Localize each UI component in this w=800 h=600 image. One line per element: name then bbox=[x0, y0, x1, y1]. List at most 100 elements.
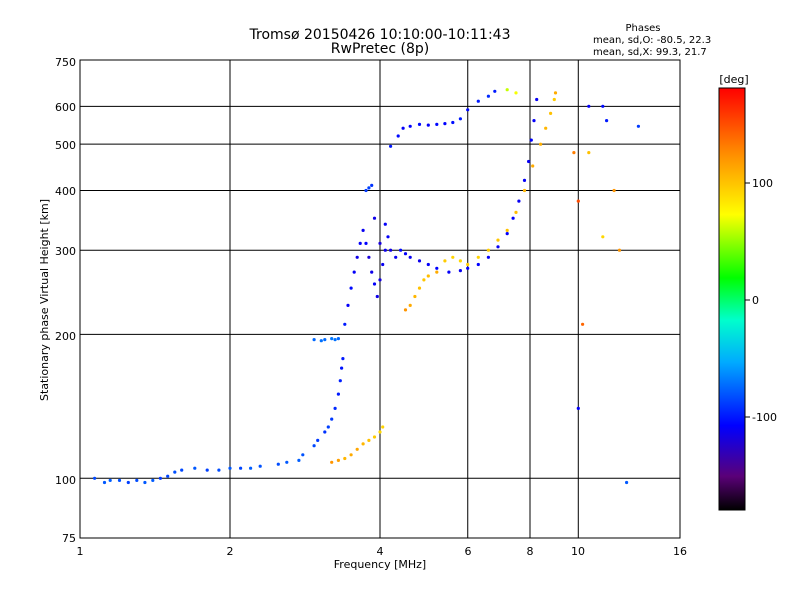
data-point bbox=[364, 241, 368, 245]
data-point bbox=[435, 270, 439, 274]
data-point bbox=[496, 238, 500, 242]
x-axis-label: Frequency [MHz] bbox=[334, 558, 426, 571]
data-point bbox=[319, 339, 323, 343]
data-point bbox=[399, 248, 403, 252]
data-point bbox=[349, 453, 353, 457]
data-point bbox=[333, 338, 337, 342]
data-point bbox=[297, 458, 301, 462]
data-point bbox=[443, 122, 447, 126]
data-point bbox=[517, 199, 521, 203]
data-point bbox=[375, 294, 379, 299]
data-point bbox=[135, 478, 139, 482]
data-point bbox=[108, 478, 112, 482]
data-point bbox=[249, 466, 253, 470]
data-point bbox=[408, 303, 412, 307]
data-point bbox=[532, 119, 536, 123]
data-point bbox=[205, 468, 209, 472]
data-point bbox=[367, 255, 371, 259]
data-point bbox=[403, 252, 408, 256]
data-point bbox=[447, 270, 451, 274]
data-point bbox=[576, 199, 580, 203]
data-point bbox=[417, 259, 422, 263]
data-point bbox=[466, 262, 470, 267]
data-point bbox=[394, 255, 398, 259]
data-point bbox=[117, 478, 122, 482]
data-point bbox=[301, 453, 305, 457]
data-point bbox=[217, 468, 221, 472]
data-point bbox=[370, 183, 374, 187]
data-point bbox=[605, 119, 609, 123]
data-point bbox=[417, 122, 422, 126]
data-point bbox=[151, 478, 155, 482]
data-point bbox=[625, 480, 629, 485]
data-point bbox=[383, 222, 387, 226]
data-point bbox=[258, 464, 262, 468]
stats-o-line: mean, sd,O: -80.5, 22.3 bbox=[593, 35, 711, 46]
data-point bbox=[389, 144, 393, 148]
data-point bbox=[276, 462, 280, 466]
data-point bbox=[496, 245, 500, 249]
data-point bbox=[514, 210, 518, 214]
data-point bbox=[403, 308, 408, 312]
chart-subtitle: RwPretec (8p) bbox=[331, 41, 429, 57]
data-point bbox=[372, 435, 377, 439]
data-point bbox=[617, 248, 622, 252]
data-point bbox=[396, 134, 400, 138]
data-point bbox=[316, 438, 320, 442]
stats-heading: Phases bbox=[625, 23, 660, 34]
data-point bbox=[535, 97, 539, 102]
data-point bbox=[364, 188, 368, 193]
data-point bbox=[458, 259, 462, 263]
data-point bbox=[389, 248, 393, 252]
data-point bbox=[612, 188, 616, 193]
data-point bbox=[486, 248, 490, 252]
data-point bbox=[529, 138, 533, 142]
data-point bbox=[326, 425, 330, 429]
data-point bbox=[102, 480, 107, 485]
data-point bbox=[349, 286, 353, 290]
data-point bbox=[93, 476, 97, 480]
data-point bbox=[333, 406, 337, 410]
data-point bbox=[514, 91, 518, 95]
data-point bbox=[361, 228, 365, 232]
data-point bbox=[539, 142, 543, 146]
x-tick-label: 1 bbox=[77, 545, 84, 558]
stats-x-line: mean, sd,X: 99.3, 21.7 bbox=[593, 47, 707, 58]
data-point bbox=[361, 442, 365, 446]
data-point bbox=[601, 235, 605, 239]
data-point bbox=[166, 474, 170, 478]
x-tick-label: 2 bbox=[227, 545, 234, 558]
data-point bbox=[336, 337, 340, 341]
data-point bbox=[544, 126, 548, 130]
data-point bbox=[426, 274, 430, 278]
y-tick-label: 500 bbox=[55, 139, 76, 152]
data-point bbox=[451, 120, 455, 125]
data-point bbox=[228, 466, 232, 470]
data-point bbox=[522, 178, 527, 182]
data-point bbox=[587, 104, 591, 108]
data-point bbox=[372, 282, 377, 286]
x-tick-label: 8 bbox=[527, 545, 534, 558]
data-point bbox=[435, 266, 439, 270]
data-point bbox=[476, 262, 480, 267]
y-tick-label: 100 bbox=[55, 474, 76, 487]
data-point bbox=[330, 460, 334, 464]
data-point bbox=[378, 241, 382, 245]
data-point bbox=[408, 124, 412, 128]
colorbar-label: [deg] bbox=[719, 73, 748, 86]
data-point bbox=[466, 266, 470, 270]
data-point bbox=[355, 447, 359, 451]
data-point bbox=[370, 270, 374, 274]
data-point bbox=[367, 186, 371, 190]
data-point bbox=[338, 379, 342, 383]
data-point bbox=[458, 269, 462, 273]
data-point bbox=[493, 89, 497, 93]
data-point bbox=[451, 255, 455, 259]
data-point bbox=[378, 278, 382, 282]
data-point bbox=[323, 430, 327, 434]
data-point bbox=[572, 151, 576, 155]
data-point bbox=[553, 91, 558, 95]
data-point bbox=[458, 117, 462, 121]
data-point bbox=[285, 460, 289, 464]
